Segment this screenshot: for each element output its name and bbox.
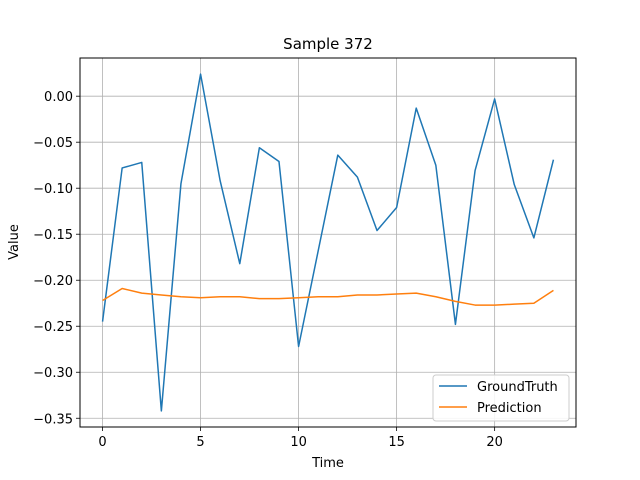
chart-title: Sample 372: [283, 35, 373, 53]
x-tick-label: 10: [290, 435, 307, 450]
y-axis-label: Value: [7, 224, 22, 260]
legend: GroundTruth Prediction: [432, 374, 570, 422]
y-tick-label: −0.15: [33, 228, 73, 243]
series-line-prediction: [102, 287, 554, 306]
y-tick-label: −0.25: [33, 320, 73, 335]
x-tick-label: 15: [388, 435, 405, 450]
x-axis-label: Time: [311, 456, 344, 471]
series-group: [101, 73, 555, 412]
y-tick-label: 0.00: [44, 90, 73, 105]
x-tick-label: 5: [196, 435, 204, 450]
y-tick-label: −0.20: [33, 274, 73, 289]
y-axis: −0.35 −0.30 −0.25 −0.20 −0.15 −0.10 −0.05 0.00: [33, 90, 80, 427]
legend-label: GroundTruth: [477, 380, 558, 395]
x-tick-label: 0: [98, 435, 106, 450]
y-tick-label: −0.05: [33, 136, 73, 151]
y-tick-label: −0.30: [33, 366, 73, 381]
plot-frame: [79, 57, 577, 428]
y-tick-label: −0.10: [33, 182, 73, 197]
grid: [80, 58, 576, 427]
x-axis: 0 5 10 15 20: [98, 427, 503, 450]
legend-label: Prediction: [477, 401, 542, 416]
series-line-groundtruth: [101, 73, 555, 412]
y-tick-label: −0.35: [33, 412, 73, 427]
x-tick-label: 20: [486, 435, 503, 450]
